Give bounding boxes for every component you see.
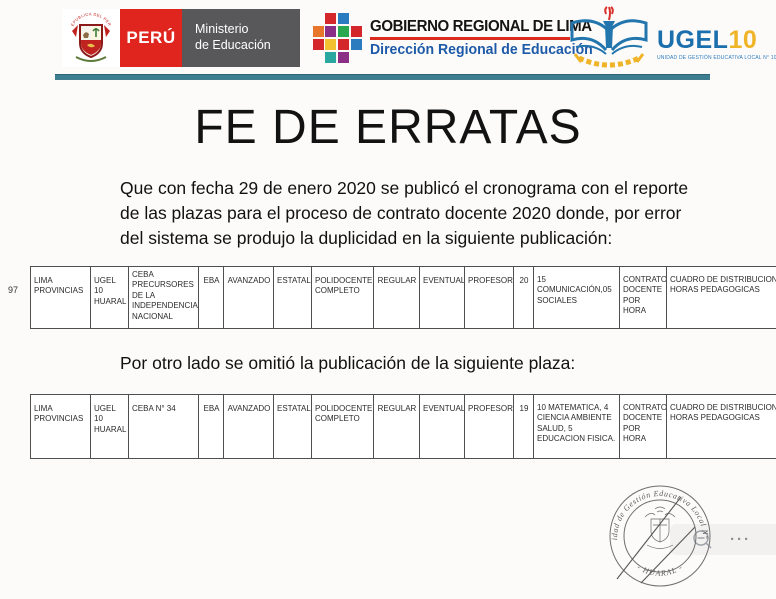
ministry-line1: Ministerio [195,22,249,37]
table-cell: ESTATAL [274,395,312,458]
gore-title: GOBIERNO REGIONAL DE LIMA [370,18,592,35]
table-cell: ESTATAL [274,267,312,328]
table-cell: CEBA PRECURSORES DE LA INDEPENDENCIA NAC… [129,267,199,328]
table-cell: PROFESOR [465,395,514,458]
ministry-line2: de Educación [195,38,271,52]
peru-label: PERÚ [126,28,176,47]
svg-text:- HUARAL -: - HUARAL - [635,562,684,578]
page-title: FE DE ERRATAS [194,101,582,154]
plaza-row-number: 97 [8,285,19,295]
ugel-book-torch-icon [570,6,648,68]
ministry-banner: Ministerio de Educación [182,9,300,67]
minedu-banner: REPUBLICA DEL PERU PERÚ Ministerio de Ed… [62,9,300,67]
duplicated-plaza-table-row: LIMA PROVINCIAS UGEL 10 HUARAL CEBA PREC… [30,266,776,329]
table-cell: LIMA PROVINCIAS [31,267,91,328]
table-cell: 15 COMUNICACIÓN,05 SOCIALES [534,267,620,328]
table-cell: CUADRO DE DISTRIBUCION DE HORAS PEDAGOGI… [667,267,776,328]
gore-lima-logo-icon [313,13,362,63]
second-paragraph: Por otro lado se omitió la publicación d… [120,353,576,373]
peru-coat-of-arms: REPUBLICA DEL PERU [62,9,120,67]
table-cell: UGEL 10 HUARAL [91,267,129,328]
gore-red-rule [370,37,570,40]
ugel-number: 10 [728,26,758,54]
omitted-plaza-table-row: LIMA PROVINCIAS UGEL 10 HUARAL CEBA N° 3… [30,394,776,459]
table-cell: AVANZADO [224,267,274,328]
table-cell: EVENTUAL [420,267,465,328]
table-cell: 20 [514,267,534,328]
ugel-round-stamp: Unidad de Gestión Educativa Local N° 10 … [592,472,725,599]
intro-paragraph: Que con fecha 29 de enero 2020 se public… [120,178,689,249]
zoom-out-button[interactable] [688,524,718,555]
table-cell: CUADRO DE DISTRIBUCION DE HORAS PEDAGOGI… [667,395,776,458]
table-cell: LIMA PROVINCIAS [31,395,91,458]
letterhead: REPUBLICA DEL PERU PERÚ Ministerio de Ed… [0,0,776,92]
table-cell: REGULAR [374,267,420,328]
letterhead-divider-bar [55,74,710,80]
table-cell: CONTRATO DOCENTE POR HORA [620,395,667,458]
table-cell: CONTRATO DOCENTE POR HORA [620,267,667,328]
ugel-wordmark: UGEL10 [657,28,776,53]
peru-wordmark: PERÚ [120,9,182,67]
table-cell: EVENTUAL [420,395,465,458]
gore-subtitle: Dirección Regional de Educación [370,42,593,58]
peru-coat-of-arms-icon: REPUBLICA DEL PERU [66,11,112,62]
gobierno-regional-banner: GOBIERNO REGIONAL DE LIMA Dirección Regi… [313,13,606,63]
magnifier-minus-icon [693,529,712,548]
table-cell: EBA [199,395,224,458]
table-cell: PROFESOR [465,267,514,328]
ugel-banner: UGEL10 UNIDAD DE GESTIÓN EDUCATIVA LOCAL… [563,6,776,72]
ugel-acronym: UGEL [657,26,729,54]
table-cell: REGULAR [374,395,420,458]
table-cell: 19 [514,395,534,458]
ugel-stamp-seal-icon: Unidad de Gestión Educativa Local N° 10 … [592,472,711,587]
table-cell: POLIDOCENTE COMPLETO [312,395,374,458]
image-viewer-toolbar: ··· [670,524,776,555]
table-cell: 10 MATEMATICA, 4 CIENCIA AMBIENTE SALUD,… [534,395,620,458]
table-cell: EBA [199,267,224,328]
table-cell: UGEL 10 HUARAL [91,395,129,458]
svg-text:Unidad de Gestión Educativa Lo: Unidad de Gestión Educativa Local N° 10 [595,479,710,540]
table-cell: AVANZADO [224,395,274,458]
table-cell: POLIDOCENTE COMPLETO [312,267,374,328]
more-options-button[interactable]: ··· [730,531,751,548]
table-cell: CEBA N° 34 [129,395,199,458]
ugel-caption: UNIDAD DE GESTIÓN EDUCATIVA LOCAL N° 10 … [657,55,776,61]
